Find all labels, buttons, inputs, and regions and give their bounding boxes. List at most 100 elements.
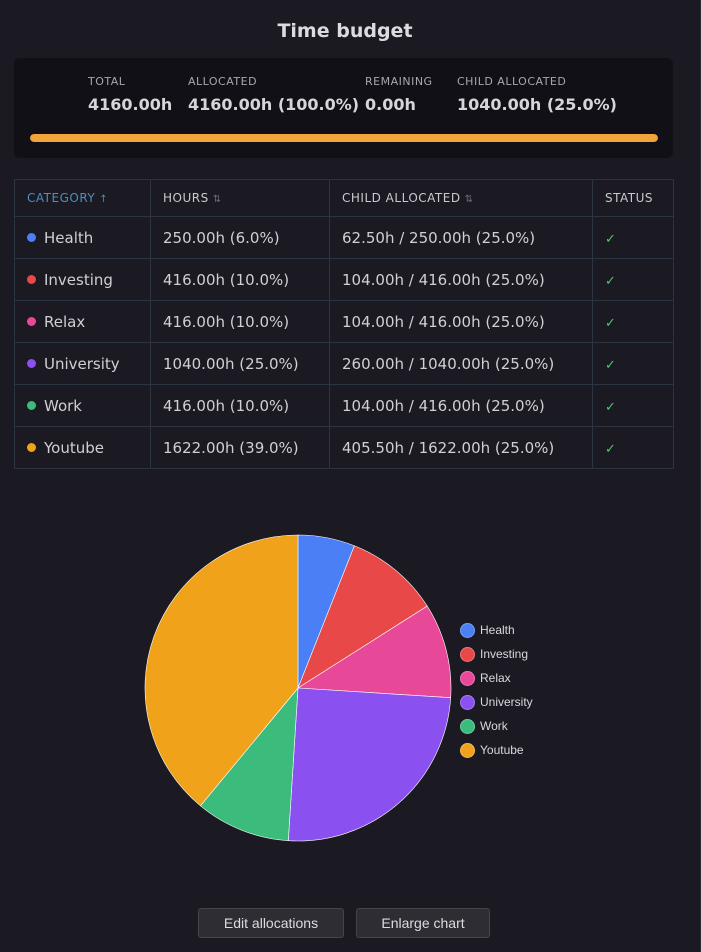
table-row: Work 416.00h (10.0%) 104.00h / 416.00h (25…	[14, 384, 674, 427]
legend-item-investing[interactable]: Investing	[460, 642, 533, 666]
column-header-hours-label: HOURS	[163, 191, 209, 205]
cell-category: Health	[14, 216, 151, 259]
legend-swatch	[460, 694, 475, 710]
cell-child-allocated: 62.50h / 250.00h (25.0%)	[329, 216, 593, 259]
legend-label: Work	[480, 719, 508, 733]
legend-item-university[interactable]: University	[460, 690, 533, 714]
check-icon: ✓	[605, 273, 616, 289]
category-name: Work	[44, 396, 82, 415]
legend-swatch	[460, 718, 475, 734]
table-row: Relax 416.00h (10.0%) 104.00h / 416.00h (2…	[14, 300, 674, 343]
cell-category: Work	[14, 384, 151, 427]
table-row: Investing 416.00h (10.0%) 104.00h / 416.00…	[14, 258, 674, 301]
cell-status: ✓	[592, 216, 674, 259]
column-header-status: STATUS	[592, 179, 674, 217]
cell-category: Youtube	[14, 426, 151, 469]
stat-remaining: REMAINING 0.00h	[365, 75, 433, 114]
sort-ascending-icon: ↑	[99, 194, 109, 205]
stat-total: TOTAL 4160.00h	[88, 75, 172, 114]
category-name: University	[44, 354, 120, 373]
sort-icon: ⇅	[212, 194, 222, 205]
stat-child-label: CHILD ALLOCATED	[457, 75, 567, 88]
allocation-pie-chart	[140, 530, 560, 850]
pie-slice-university[interactable]	[287, 687, 452, 842]
legend-label: Investing	[480, 647, 529, 661]
legend-item-youtube[interactable]: Youtube	[460, 738, 533, 762]
legend-label: Youtube	[480, 743, 524, 757]
category-color-dot	[27, 232, 36, 242]
legend-swatch	[460, 742, 475, 758]
stat-child-value: 1040.00h (25.0%)	[457, 95, 617, 114]
pie-slice-investing[interactable]	[297, 545, 428, 689]
legend-item-health[interactable]: Health	[460, 618, 533, 642]
cell-child-allocated: 104.00h / 416.00h (25.0%)	[329, 300, 593, 343]
legend-item-relax[interactable]: Relax	[460, 666, 533, 690]
cell-child-allocated: 104.00h / 416.00h (25.0%)	[329, 384, 593, 427]
legend-item-work[interactable]: Work	[460, 714, 533, 738]
pie-chart-svg	[144, 534, 452, 842]
table-header-row: CATEGORY ↑ HOURS ⇅ CHILD ALLOCATED ⇅ STATUS	[14, 179, 674, 217]
stat-allocated: ALLOCATED 4160.00h (100.0%)	[188, 75, 359, 114]
column-header-child-allocated[interactable]: CHILD ALLOCATED ⇅	[329, 179, 593, 217]
column-header-hours[interactable]: HOURS ⇅	[150, 179, 330, 217]
check-icon: ✓	[605, 231, 616, 247]
pie-slice-relax[interactable]	[297, 605, 452, 699]
stat-allocated-label: ALLOCATED	[188, 75, 258, 88]
allocation-progress-bar	[30, 134, 658, 142]
legend-label: Health	[480, 623, 515, 637]
category-name: Investing	[44, 270, 113, 289]
cell-child-allocated: 104.00h / 416.00h (25.0%)	[329, 258, 593, 301]
check-icon: ✓	[605, 441, 616, 457]
check-icon: ✓	[605, 357, 616, 373]
cell-hours: 250.00h (6.0%)	[150, 216, 330, 259]
cell-status: ✓	[592, 258, 674, 301]
cell-status: ✓	[592, 342, 674, 385]
cell-hours: 416.00h (10.0%)	[150, 258, 330, 301]
summary-card: TOTAL 4160.00h ALLOCATED 4160.00h (100.0…	[14, 58, 673, 158]
category-name: Youtube	[44, 438, 104, 457]
cell-status: ✓	[592, 300, 674, 343]
category-color-dot	[27, 358, 36, 368]
legend-swatch	[460, 670, 475, 686]
pie-slice-work[interactable]	[199, 687, 299, 842]
legend-swatch	[460, 646, 475, 662]
cell-category: Investing	[14, 258, 151, 301]
stat-allocated-value: 4160.00h (100.0%)	[188, 95, 360, 114]
edit-allocations-button[interactable]: Edit allocations	[198, 908, 344, 938]
column-header-status-label: STATUS	[605, 191, 654, 205]
category-name: Relax	[44, 312, 86, 331]
legend-label: Relax	[480, 671, 511, 685]
column-header-category-label: CATEGORY	[27, 191, 96, 205]
category-color-dot	[27, 274, 36, 284]
table-row: Youtube 1622.00h (39.0%) 405.50h / 1622.00…	[14, 426, 674, 469]
stat-total-value: 4160.00h	[88, 95, 173, 114]
category-name: Health	[44, 228, 94, 247]
category-color-dot	[27, 442, 36, 452]
cell-child-allocated: 405.50h / 1622.00h (25.0%)	[329, 426, 593, 469]
stat-remaining-value: 0.00h	[365, 95, 416, 114]
cell-category: University	[14, 342, 151, 385]
legend-swatch	[460, 622, 475, 638]
cell-hours: 416.00h (10.0%)	[150, 300, 330, 343]
column-header-category[interactable]: CATEGORY ↑	[14, 179, 151, 217]
cell-category: Relax	[14, 300, 151, 343]
cell-hours: 1040.00h (25.0%)	[150, 342, 330, 385]
page-title: Time budget	[277, 20, 413, 42]
allocation-progress-fill	[30, 134, 658, 142]
check-icon: ✓	[605, 399, 616, 415]
table-row: Health 250.00h (6.0%) 62.50h / 250.00h (25…	[14, 216, 674, 259]
stat-child-allocated: CHILD ALLOCATED 1040.00h (25.0%)	[457, 75, 617, 114]
column-header-child-label: CHILD ALLOCATED	[342, 191, 461, 205]
chart-legend: Health Investing Relax University Work Youtub…	[460, 618, 533, 762]
legend-label: University	[480, 695, 533, 709]
table-row: University 1040.00h (25.0%) 260.00h / 1040…	[14, 342, 674, 385]
cell-child-allocated: 260.00h / 1040.00h (25.0%)	[329, 342, 593, 385]
stat-remaining-label: REMAINING	[365, 75, 433, 88]
enlarge-chart-button[interactable]: Enlarge chart	[356, 908, 490, 938]
category-color-dot	[27, 400, 36, 410]
pie-slice-youtube[interactable]	[144, 534, 299, 807]
category-color-dot	[27, 316, 36, 326]
cell-status: ✓	[592, 384, 674, 427]
cell-hours: 1622.00h (39.0%)	[150, 426, 330, 469]
